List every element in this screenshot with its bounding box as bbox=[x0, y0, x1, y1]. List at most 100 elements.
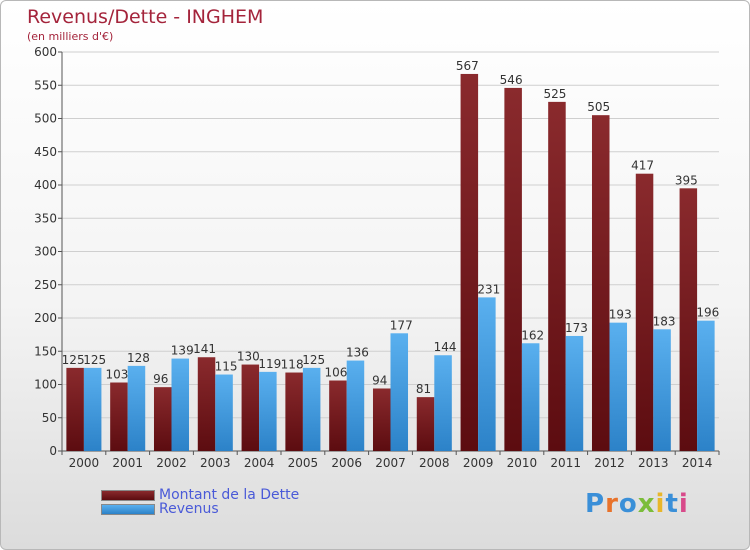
data-label: 103 bbox=[105, 368, 128, 382]
data-label: 162 bbox=[521, 328, 544, 342]
bars bbox=[66, 73, 715, 452]
y-tick-label: 450 bbox=[34, 145, 57, 159]
bar-debt bbox=[591, 115, 610, 452]
x-tick-label: 2011 bbox=[550, 456, 581, 470]
bar-debt bbox=[197, 357, 216, 451]
data-label: 125 bbox=[302, 353, 325, 367]
x-tick-label: 2007 bbox=[375, 456, 406, 470]
legend-label-revenue: Revenus bbox=[159, 501, 219, 517]
y-tick-label: 50 bbox=[42, 411, 57, 425]
x-tick-label: 2012 bbox=[594, 456, 625, 470]
bar-debt bbox=[548, 101, 566, 451]
bar-debt bbox=[504, 87, 522, 451]
x-tick-label: 2010 bbox=[507, 456, 538, 470]
bar-revenue bbox=[390, 333, 409, 451]
data-label: 125 bbox=[83, 353, 106, 367]
bar-revenue bbox=[259, 371, 277, 451]
bar-debt bbox=[635, 173, 654, 451]
data-label: 231 bbox=[477, 282, 500, 296]
x-tick-label: 2005 bbox=[288, 456, 319, 470]
y-tick-label: 250 bbox=[34, 278, 57, 292]
x-tick-label: 2014 bbox=[682, 456, 713, 470]
bar-revenue bbox=[609, 322, 628, 451]
bar-revenue bbox=[697, 320, 715, 451]
bar-revenue bbox=[127, 365, 146, 451]
data-label: 546 bbox=[500, 73, 523, 87]
bar-revenue bbox=[521, 343, 540, 451]
logo-letter: o bbox=[618, 489, 638, 519]
y-tick-label: 500 bbox=[34, 112, 57, 126]
data-label: 96 bbox=[153, 372, 168, 386]
y-tick-label: 0 bbox=[49, 444, 57, 458]
data-label: 525 bbox=[543, 87, 566, 101]
data-label: 136 bbox=[346, 346, 369, 360]
data-label: 118 bbox=[281, 358, 304, 372]
data-label: 130 bbox=[237, 350, 260, 364]
data-label: 144 bbox=[434, 340, 457, 354]
legend-swatch-debt bbox=[101, 489, 155, 501]
x-tick-label: 2009 bbox=[463, 456, 494, 470]
bar-revenue bbox=[83, 367, 102, 451]
legend-item-debt: Montant de la Dette bbox=[101, 487, 300, 503]
data-label: 81 bbox=[416, 382, 431, 396]
legend-label-debt: Montant de la Dette bbox=[159, 487, 300, 503]
logo-letter: t bbox=[665, 489, 679, 519]
bar-debt bbox=[285, 372, 303, 451]
y-tick-label: 350 bbox=[34, 211, 57, 225]
bar-revenue bbox=[302, 367, 321, 451]
bar-revenue bbox=[653, 329, 671, 451]
x-tick-label: 2004 bbox=[244, 456, 275, 470]
bar-revenue bbox=[171, 358, 190, 451]
bar-revenue bbox=[478, 297, 496, 451]
data-label: 177 bbox=[390, 318, 413, 332]
data-label: 115 bbox=[215, 360, 238, 374]
data-label: 505 bbox=[587, 100, 610, 114]
data-label: 141 bbox=[193, 342, 216, 356]
data-label: 567 bbox=[456, 59, 479, 73]
x-tick-label: 2003 bbox=[200, 456, 231, 470]
legend-swatch-revenue bbox=[101, 503, 155, 515]
bar-debt bbox=[460, 73, 479, 451]
x-tick-label: 2001 bbox=[112, 456, 143, 470]
x-tick-label: 2013 bbox=[638, 456, 669, 470]
y-tick-label: 200 bbox=[34, 311, 57, 325]
proxiti-logo: Proxiti bbox=[585, 489, 689, 519]
y-tick-label: 150 bbox=[34, 344, 57, 358]
x-tick-label: 2006 bbox=[331, 456, 362, 470]
data-label: 395 bbox=[675, 173, 698, 187]
y-tick-label: 300 bbox=[34, 245, 57, 259]
logo-letter: r bbox=[605, 489, 619, 519]
bar-revenue bbox=[434, 355, 452, 451]
y-tick-label: 400 bbox=[34, 178, 57, 192]
bar-debt bbox=[66, 367, 84, 451]
bar-revenue bbox=[215, 374, 233, 451]
data-label: 193 bbox=[609, 308, 632, 322]
data-label: 94 bbox=[372, 373, 387, 387]
chart-title: Revenus/Dette - INGHEM bbox=[27, 6, 264, 28]
logo-letter: i bbox=[678, 489, 689, 519]
data-label: 196 bbox=[696, 306, 719, 320]
logo-letter: i bbox=[655, 489, 666, 519]
data-label: 128 bbox=[127, 351, 150, 365]
data-label: 125 bbox=[62, 353, 85, 367]
x-tick-label: 2000 bbox=[69, 456, 100, 470]
y-tick-label: 550 bbox=[34, 78, 57, 92]
bar-debt bbox=[241, 364, 260, 451]
bar-revenue bbox=[565, 335, 584, 451]
x-tick-label: 2008 bbox=[419, 456, 450, 470]
bar-revenue bbox=[346, 360, 365, 451]
bar-debt bbox=[679, 188, 698, 451]
y-tick-label: 100 bbox=[34, 378, 57, 392]
y-tick-label: 600 bbox=[34, 45, 57, 59]
axes: 0 50 100 150 200 250 300 350 400 450 500 550 600 2000… bbox=[34, 45, 720, 470]
legend-item-revenue: Revenus bbox=[101, 501, 219, 517]
bar-debt bbox=[110, 382, 128, 451]
data-label: 173 bbox=[565, 321, 588, 335]
data-label: 417 bbox=[631, 159, 654, 173]
bar-debt bbox=[153, 387, 172, 451]
logo-letter: x bbox=[637, 489, 656, 519]
bar-debt bbox=[416, 397, 435, 451]
